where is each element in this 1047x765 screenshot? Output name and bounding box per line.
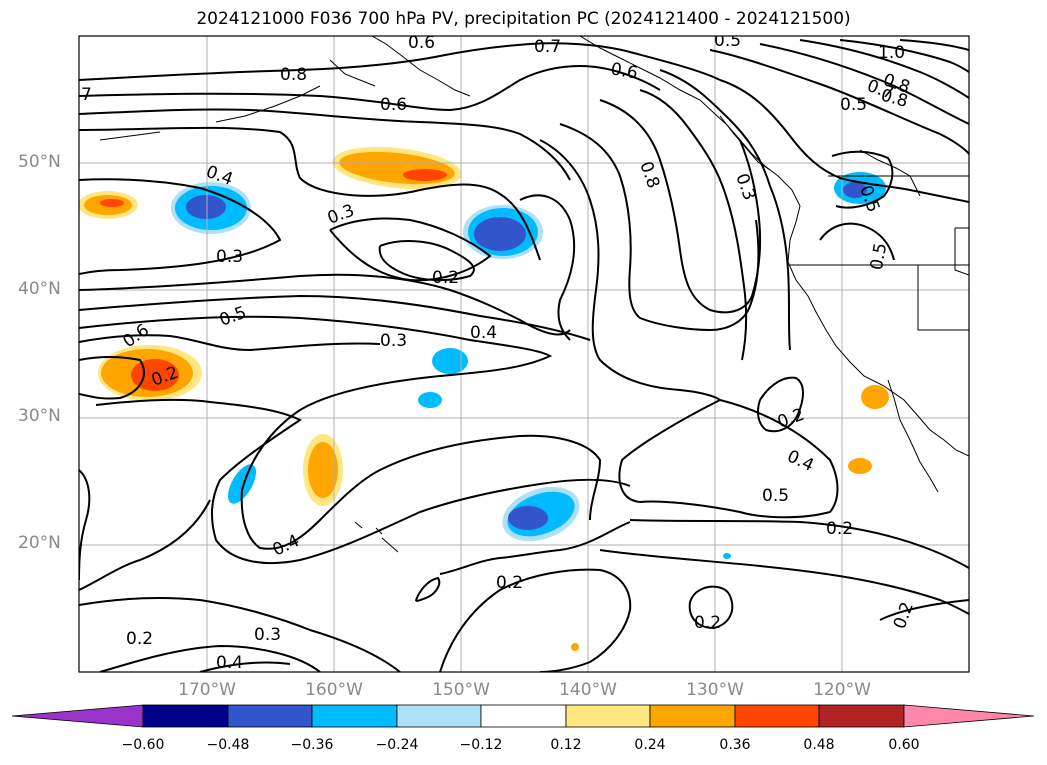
plot-title: 2024121000 F036 700 hPa PV, precipitatio… [196, 9, 851, 29]
precip-negative-patch [432, 348, 468, 374]
lat-label: 30°N [18, 406, 61, 426]
contour-label: 0.2 [890, 599, 918, 631]
contour-label: 0.8 [280, 65, 307, 85]
contour-label: 0.5 [762, 486, 789, 506]
colorbar-segment [396, 704, 482, 728]
contour-label: 0.3 [380, 331, 407, 351]
colorbar-tick: −0.12 [459, 737, 503, 753]
colorbar-segment [227, 704, 313, 728]
contour-label: 0.6 [408, 33, 435, 53]
colorbar-tick: 0.24 [634, 737, 666, 753]
colorbar-max-extension [903, 704, 1035, 728]
contour-label: 0.2 [775, 405, 807, 433]
contour-label: 0.3 [216, 247, 243, 267]
lon-label: 170°W [178, 680, 236, 700]
contour-label: 0.6 [380, 95, 407, 115]
contour-label: 0.3 [731, 171, 759, 203]
contour-label: 0.2 [826, 519, 853, 539]
pv-contours [79, 39, 969, 672]
contour-label: 0.2 [126, 629, 153, 649]
lon-label: 120°W [813, 680, 871, 700]
coastlines [99, 36, 969, 553]
contour-label: 1.0 [878, 43, 905, 63]
contour-label: 0.4 [216, 653, 243, 673]
colorbar-segment [480, 704, 567, 728]
gridlines [79, 36, 969, 672]
colorbar [11, 704, 1035, 728]
contour-label: 0.5 [217, 303, 249, 331]
contour-label: 0.7 [534, 37, 561, 57]
contour-label: 0.4 [270, 531, 303, 561]
colorbar-min-extension [11, 704, 144, 728]
precip-negative-patch [227, 464, 256, 504]
colorbar-tick: 0.36 [719, 737, 751, 753]
colorbar-tick: −0.36 [290, 737, 334, 753]
lat-label: 20°N [18, 533, 61, 553]
colorbar-segment [734, 704, 820, 728]
colorbar-segment [311, 704, 398, 728]
contour-label: 0.4 [470, 323, 497, 343]
contour-label: 0.8 [635, 159, 663, 191]
colorbar-tick: −0.60 [121, 737, 165, 753]
lon-label: 150°W [432, 680, 490, 700]
contour-label: 0.5 [840, 95, 867, 115]
map-frame [78, 35, 970, 673]
contour-label: 0.4 [784, 446, 817, 476]
colorbar-segment [565, 704, 651, 728]
precip-shading [79, 146, 889, 651]
contour-label: 0.5 [714, 31, 741, 51]
colorbar-segment [649, 704, 736, 728]
contour-label: 0.2 [496, 573, 523, 593]
lon-label: 130°W [686, 680, 744, 700]
colorbar-tick: −0.48 [206, 737, 250, 753]
colorbar-segment [142, 704, 229, 728]
contour-label: 7 [81, 85, 92, 105]
contour-label: 0.3 [254, 625, 281, 645]
contour-label: 0.3 [325, 201, 357, 229]
colorbar-tick: −0.24 [375, 737, 419, 753]
contour-label: 0.6 [609, 59, 639, 83]
colorbar-tick: 0.48 [803, 737, 835, 753]
lat-label: 50°N [18, 152, 61, 172]
colorbar-segment [818, 704, 905, 728]
contour-label: 0.5 [867, 242, 891, 272]
lon-label: 160°W [305, 680, 363, 700]
colorbar-tick: 0.12 [550, 737, 582, 753]
contour-label: 0.2 [432, 268, 459, 288]
colorbar-tick: 0.60 [888, 737, 920, 753]
contour-label: 0.2 [694, 613, 721, 633]
lat-label: 40°N [18, 279, 61, 299]
lon-label: 140°W [559, 680, 617, 700]
precip-positive-patch [861, 385, 889, 409]
